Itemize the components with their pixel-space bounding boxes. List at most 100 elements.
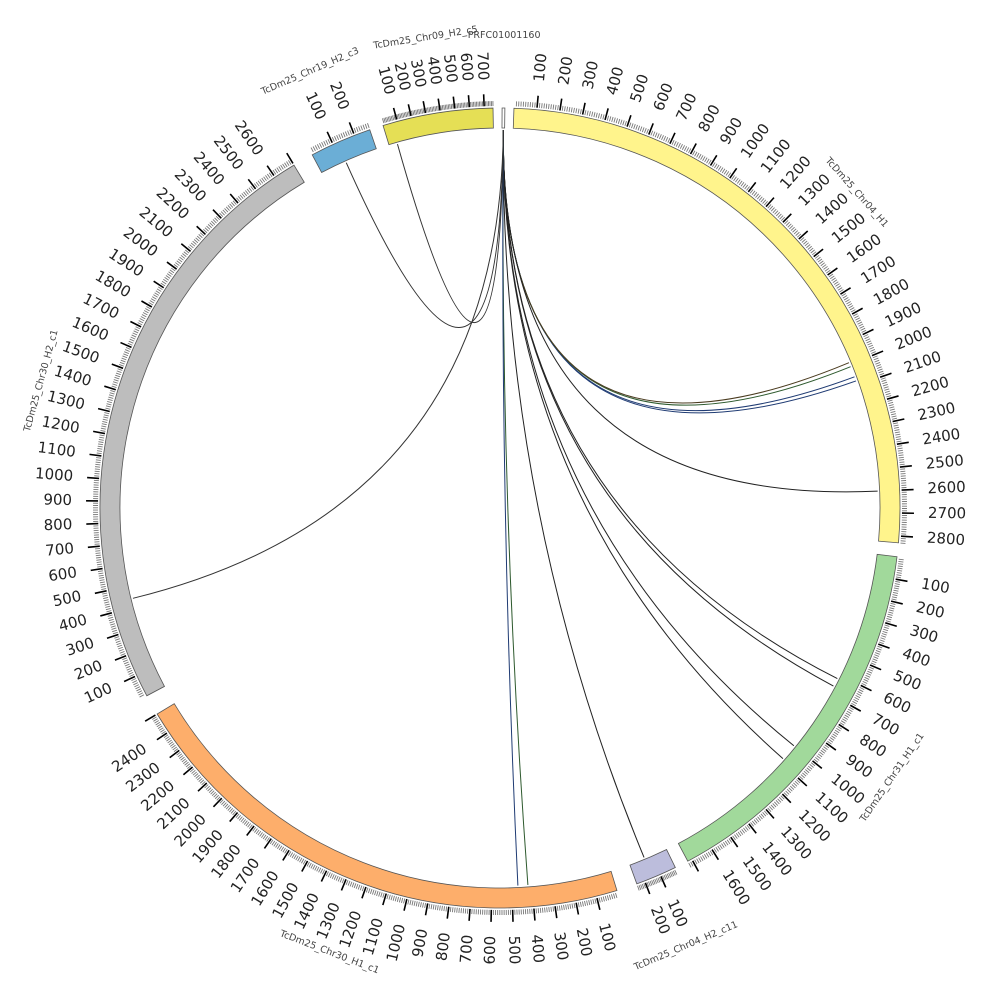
minor-tick — [99, 579, 105, 582]
major-tick — [798, 230, 809, 240]
minor-tick — [161, 280, 167, 285]
minor-tick — [755, 817, 760, 823]
tick-label: 800 — [432, 931, 454, 962]
minor-tick — [164, 736, 170, 740]
segment-chr31_h1_c1 — [677, 553, 898, 862]
minor-tick — [244, 190, 249, 195]
minor-tick — [310, 147, 314, 153]
minor-tick — [96, 559, 102, 561]
minor-tick — [658, 876, 662, 882]
tick-label: 400 — [57, 610, 89, 635]
major-tick — [730, 836, 739, 848]
minor-tick — [883, 628, 889, 632]
major-tick — [467, 95, 471, 108]
minor-tick — [440, 105, 442, 111]
minor-tick — [392, 115, 395, 121]
segment-chr09_h2_c5 — [382, 107, 494, 146]
minor-tick — [835, 283, 840, 287]
major-tick — [626, 114, 632, 127]
minor-tick — [105, 407, 111, 410]
minor-tick — [845, 299, 850, 303]
minor-tick — [842, 718, 847, 722]
minor-tick — [592, 899, 595, 905]
minor-tick — [736, 179, 741, 184]
minor-tick — [220, 211, 225, 216]
minor-tick — [780, 795, 785, 800]
minor-tick — [119, 361, 125, 365]
minor-tick — [447, 104, 450, 110]
minor-tick — [201, 781, 206, 786]
minor-tick — [646, 882, 650, 888]
minor-tick — [432, 106, 435, 112]
tick-label: 200 — [573, 926, 596, 958]
tick-label: 600 — [457, 52, 477, 82]
minor-tick — [240, 817, 245, 823]
minor-tick — [118, 648, 124, 652]
minor-tick — [196, 235, 202, 240]
minor-tick — [247, 823, 252, 828]
minor-tick — [867, 342, 873, 346]
minor-tick — [153, 294, 158, 298]
minor-tick — [834, 729, 840, 734]
minor-tick — [848, 706, 854, 711]
minor-tick — [895, 433, 901, 436]
major-tick — [141, 300, 153, 308]
minor-tick — [584, 110, 587, 116]
minor-tick — [806, 767, 811, 772]
minor-tick — [820, 749, 826, 754]
minor-tick — [733, 176, 737, 182]
minor-tick — [166, 273, 172, 277]
minor-tick — [125, 347, 131, 350]
minor-tick — [887, 613, 893, 616]
minor-tick — [896, 572, 902, 574]
minor-tick — [869, 346, 875, 350]
minor-tick — [245, 821, 250, 827]
major-tick — [361, 886, 367, 899]
tick-label: 700 — [473, 51, 492, 80]
minor-tick — [225, 805, 230, 810]
minor-tick — [123, 661, 129, 665]
minor-tick — [898, 452, 904, 454]
minor-tick — [236, 197, 241, 202]
minor-tick — [606, 115, 610, 121]
minor-tick — [319, 143, 323, 148]
tick-label: 1400 — [52, 362, 94, 390]
minor-tick — [667, 137, 671, 143]
minor-tick — [271, 840, 276, 846]
minor-tick — [721, 168, 726, 174]
minor-tick — [815, 757, 820, 761]
minor-tick — [454, 907, 456, 913]
minor-tick — [155, 290, 161, 294]
major-tick — [691, 860, 700, 872]
minor-tick — [318, 867, 322, 873]
tick-label: 400 — [423, 55, 445, 86]
minor-tick — [100, 583, 106, 586]
minor-tick — [895, 436, 901, 438]
minor-tick — [615, 892, 618, 898]
major-tick — [729, 167, 738, 179]
minor-tick — [229, 807, 234, 813]
minor-tick — [282, 163, 286, 169]
minor-tick — [378, 891, 381, 897]
minor-tick — [353, 883, 357, 889]
minor-tick — [241, 193, 246, 198]
minor-tick — [280, 846, 285, 852]
minor-tick — [721, 843, 725, 848]
minor-tick — [650, 130, 654, 136]
minor-tick — [698, 153, 702, 159]
minor-tick — [170, 267, 176, 272]
minor-tick — [709, 850, 714, 856]
minor-tick — [183, 251, 188, 256]
minor-tick — [770, 207, 775, 212]
minor-tick — [552, 906, 555, 912]
major-tick — [871, 350, 884, 357]
minor-tick — [130, 336, 136, 340]
major-tick — [892, 418, 905, 423]
minor-tick — [865, 338, 871, 342]
minor-tick — [422, 108, 425, 114]
major-tick — [900, 535, 914, 538]
minor-tick — [841, 293, 847, 297]
minor-tick — [545, 103, 548, 109]
tick-label: 2100 — [902, 347, 944, 376]
minor-tick — [858, 323, 864, 327]
